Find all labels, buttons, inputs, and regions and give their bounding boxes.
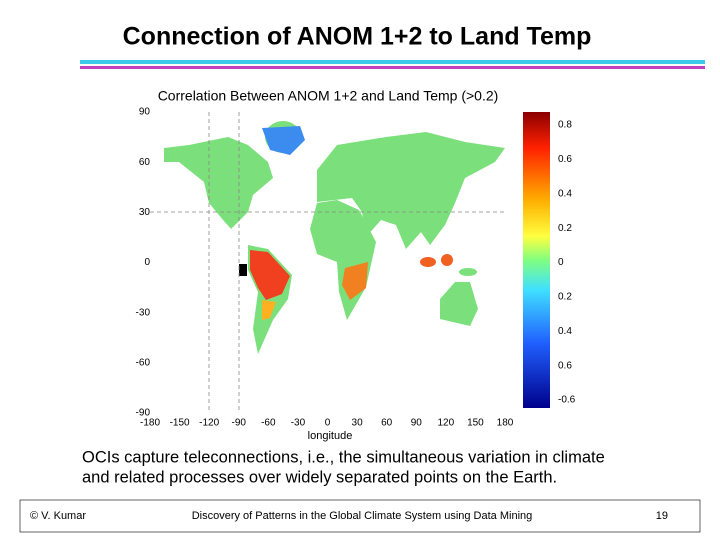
lon-tick-label: 120 — [437, 418, 454, 429]
lat-tick-label: -90 — [136, 408, 151, 419]
lon-tick-label: -120 — [199, 418, 219, 429]
lat-tick-label: 0 — [144, 257, 150, 268]
colorbar-tick-label: -0.6 — [558, 395, 576, 406]
lon-tick-label: 90 — [411, 418, 423, 429]
correlation-patch — [342, 262, 368, 300]
x-axis-label: longitude — [308, 430, 353, 442]
map — [164, 121, 505, 354]
lat-tick-label: 60 — [139, 157, 151, 168]
lon-tick-label: -90 — [232, 418, 247, 429]
island — [459, 268, 477, 276]
lon-tick-label: -180 — [140, 418, 160, 429]
graticule — [150, 112, 505, 413]
map-title: Correlation Between ANOM 1+2 and Land Te… — [158, 88, 499, 104]
colorbar-tick-label: 0.6 — [558, 154, 572, 165]
colorbar-tick-label: 0.8 — [558, 120, 572, 131]
title-rule — [80, 60, 705, 64]
title-rule — [80, 66, 705, 69]
lon-tick-label: 60 — [381, 418, 393, 429]
colorbar-tick-label: 0.2 — [558, 292, 572, 303]
lat-tick-label: 30 — [139, 207, 151, 218]
slide-title: Connection of ANOM 1+2 to Land Temp — [123, 23, 592, 51]
correlation-patch — [250, 250, 290, 300]
footer-box — [19, 499, 701, 533]
colorbar-tick-label: 0.6 — [558, 360, 572, 371]
lon-tick-label: -60 — [261, 418, 276, 429]
lon-tick-label: 180 — [497, 418, 514, 429]
footer-author: © V. Kumar — [30, 510, 86, 522]
lon-tick-label: 0 — [325, 418, 331, 429]
caption-line: and related processes over widely separa… — [82, 468, 557, 486]
lon-tick-label: 30 — [352, 418, 364, 429]
island — [420, 257, 436, 267]
correlation-patch — [262, 300, 276, 320]
colorbar-tick-label: 0.4 — [558, 326, 572, 337]
australia — [440, 282, 478, 326]
region-marker — [239, 264, 247, 276]
lat-tick-label: -60 — [136, 357, 151, 368]
colorbar-tick-label: 0.2 — [558, 223, 572, 234]
page-number: 19 — [656, 510, 668, 522]
lon-tick-label: 150 — [467, 418, 484, 429]
caption-line: OCIs capture teleconnections, i.e., the … — [82, 448, 605, 466]
lat-tick-label: 90 — [139, 107, 151, 118]
lat-tick-label: -30 — [136, 307, 151, 318]
island — [441, 254, 453, 266]
colorbar — [523, 112, 550, 408]
lon-tick-label: -150 — [170, 418, 190, 429]
north-america — [164, 137, 273, 242]
correlation-patch — [262, 126, 305, 155]
colorbar-tick-label: 0 — [558, 257, 564, 268]
footer-text: Discovery of Patterns in the Global Clim… — [192, 510, 533, 522]
lon-tick-label: -30 — [291, 418, 306, 429]
colorbar-tick-label: 0.4 — [558, 188, 572, 199]
